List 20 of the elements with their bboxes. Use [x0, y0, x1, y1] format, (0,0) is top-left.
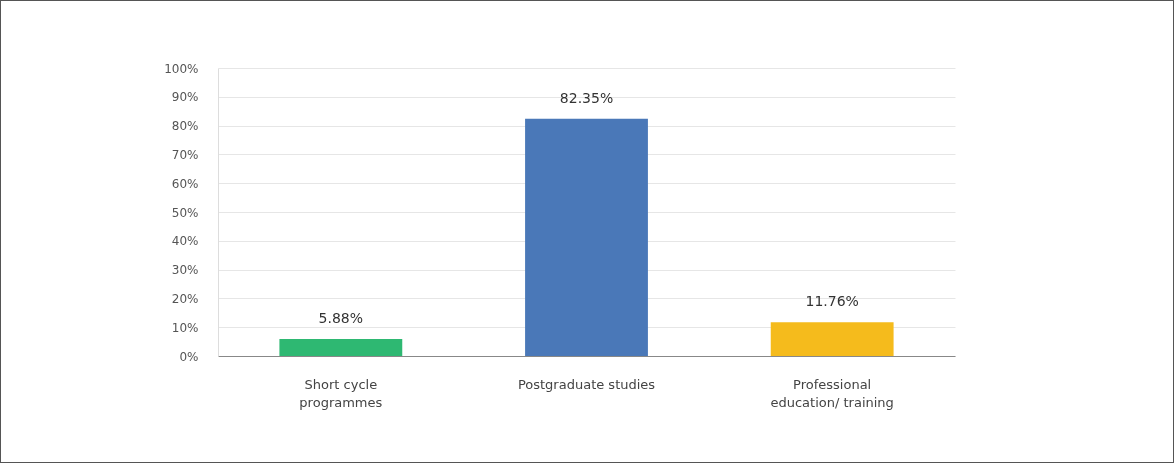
data-label: 11.76%	[805, 293, 859, 310]
y-tick-label: 90%	[171, 90, 199, 105]
y-tick-label: 70%	[171, 147, 199, 162]
bar	[770, 322, 894, 356]
x-tick-label: Short cycle programmes	[299, 376, 383, 410]
data-label: 5.88%	[318, 310, 364, 327]
x-tick-label: Postgraduate studies	[517, 376, 656, 392]
y-tick-label: 20%	[171, 291, 199, 306]
y-tick-label: 10%	[171, 320, 199, 335]
data-label: 82.35%	[559, 89, 614, 106]
y-tick-label: 40%	[171, 234, 199, 249]
y-tick-label: 30%	[171, 263, 199, 278]
x-tick-label: Professional education/ training	[770, 376, 894, 410]
y-tick-label: 0%	[179, 349, 199, 364]
bar	[525, 118, 648, 356]
y-tick-label: 50%	[171, 205, 199, 220]
y-tick-label: 100%	[164, 61, 199, 76]
bar	[279, 339, 403, 356]
y-tick-label: 80%	[171, 119, 199, 134]
y-tick-label: 60%	[171, 176, 199, 191]
